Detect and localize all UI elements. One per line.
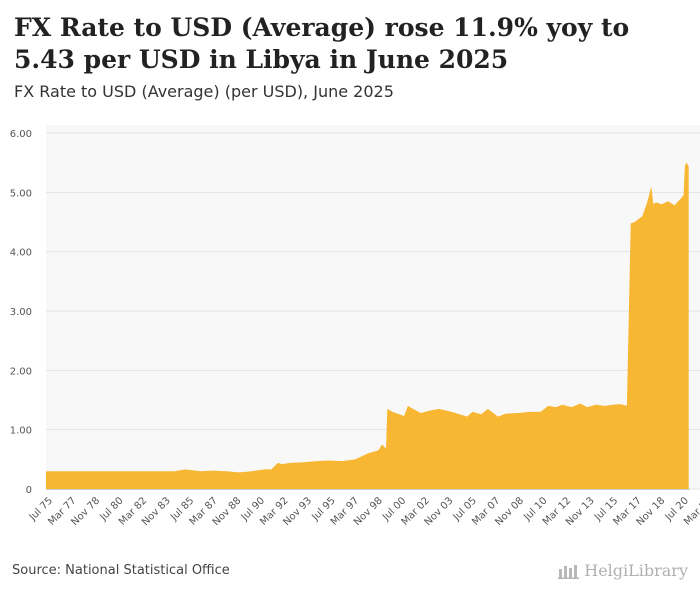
library-icon: [558, 564, 580, 579]
y-tick-label: 0: [26, 485, 32, 496]
y-tick-label: 6.00: [10, 129, 32, 140]
y-tick-label: 5.00: [10, 188, 32, 199]
y-tick-label: 1.00: [10, 426, 32, 437]
brand-name: HelgiLibrary: [584, 561, 688, 580]
brand-logo: HelgiLibrary: [558, 561, 688, 580]
series-area: [46, 162, 689, 490]
y-tick-label: 3.00: [10, 307, 32, 318]
chart-subtitle: FX Rate to USD (Average) (per USD), June…: [14, 82, 394, 101]
y-tick-label: 2.00: [10, 366, 32, 377]
y-axis: 0 1.00 2.00 3.00 4.00 5.00 6.00: [10, 129, 32, 496]
y-tick-label: 4.00: [10, 248, 32, 259]
series-area-layer: [46, 162, 689, 490]
source-note: Source: National Statistical Office: [12, 563, 230, 578]
chart-title: FX Rate to USD (Average) rose 11.9% yoy …: [14, 13, 630, 74]
